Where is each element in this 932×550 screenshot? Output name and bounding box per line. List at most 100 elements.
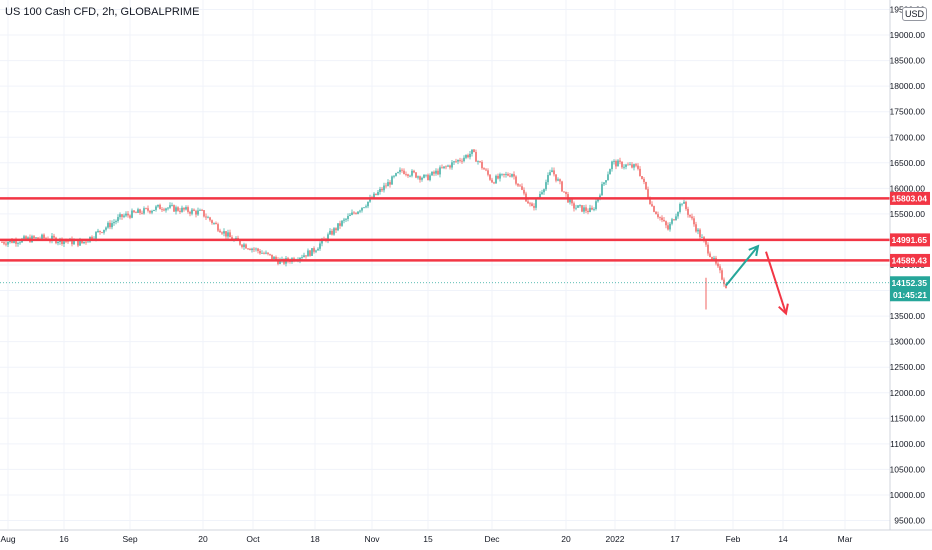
candle-body — [129, 215, 131, 218]
candle-body — [107, 222, 109, 228]
symbol-title[interactable]: US 100 Cash CFD, 2h, GLOBALPRIME — [5, 6, 200, 18]
time-tick-label: Dec — [484, 534, 500, 544]
candle-body — [603, 182, 605, 185]
candle-body — [23, 236, 25, 239]
candle-body — [439, 167, 441, 175]
candle-body — [345, 218, 347, 220]
candle-body — [453, 161, 455, 163]
level-price-tag — [890, 191, 930, 205]
candle-body — [391, 176, 393, 185]
candle-body — [227, 232, 229, 237]
candle-body — [357, 211, 359, 214]
candle-body — [623, 166, 625, 168]
candle-body — [645, 181, 647, 190]
candle-body — [133, 210, 135, 213]
candle-body — [419, 176, 421, 180]
candle-body — [197, 210, 199, 215]
candle-body — [367, 201, 369, 207]
candle-body — [101, 232, 103, 233]
time-tick-label: 20 — [561, 534, 571, 544]
arrow-shaft — [765, 251, 787, 314]
price-tick-label: 11000.00 — [890, 439, 925, 449]
candle-body — [151, 210, 153, 213]
currency-button[interactable]: USD — [902, 7, 928, 21]
candle-body — [195, 210, 197, 215]
candle-body — [17, 243, 19, 244]
candle-body — [163, 209, 165, 211]
candle-body — [33, 236, 35, 238]
candle-body — [421, 177, 423, 180]
candle-body — [243, 244, 245, 247]
time-tick-label: Mar — [838, 534, 853, 544]
candle-body — [155, 206, 157, 210]
candle-body — [445, 166, 447, 168]
candle-body — [621, 161, 623, 168]
candle-body — [443, 166, 445, 169]
candle-body — [369, 197, 371, 202]
candle-body — [193, 209, 195, 211]
time-tick-label: Oct — [246, 534, 260, 544]
grid — [0, 0, 890, 529]
candle-body — [387, 182, 389, 187]
candle-body — [229, 232, 231, 238]
candle-body — [141, 212, 143, 214]
candle-body — [653, 206, 655, 212]
support-resistance-levels — [0, 197, 890, 284]
candle-body — [539, 193, 541, 198]
candle-body — [19, 242, 21, 244]
candle-body — [501, 173, 503, 175]
candle-body — [637, 165, 639, 169]
level-price-tag-text: 14991.65 — [892, 235, 928, 245]
candle-body — [45, 238, 47, 240]
candle-body — [261, 252, 263, 254]
candle-body — [123, 215, 125, 217]
candle-body — [471, 149, 473, 154]
candle-body — [563, 191, 565, 193]
candle-body — [127, 213, 129, 216]
candle-body — [559, 179, 561, 182]
candle-body — [489, 174, 491, 180]
candle-body — [165, 208, 167, 211]
candle-body — [85, 241, 87, 243]
candle-body — [337, 223, 339, 231]
candle-body — [449, 165, 451, 168]
time-tick-label: 20 — [198, 534, 208, 544]
candle-body — [11, 240, 13, 243]
candles — [1, 148, 727, 310]
candle-body — [399, 169, 401, 173]
candle-body — [599, 195, 601, 198]
candle-body — [647, 189, 649, 198]
candle-body — [117, 217, 119, 222]
candle-body — [409, 175, 411, 177]
candle-body — [301, 257, 303, 258]
candle-body — [543, 189, 545, 193]
candle-body — [523, 189, 525, 194]
time-tick-label: Nov — [364, 534, 380, 544]
candle-body — [619, 160, 621, 162]
candle-body — [131, 210, 133, 218]
candle-body — [441, 167, 443, 169]
candle-body — [349, 214, 351, 216]
candle-body — [333, 228, 335, 235]
candle-body — [643, 178, 645, 182]
candle-body — [555, 174, 557, 181]
candle-body — [99, 230, 101, 233]
candle-body — [711, 257, 713, 260]
candle-body — [699, 229, 701, 238]
candle-body — [221, 232, 223, 234]
level-price-tag — [890, 233, 930, 247]
candle-body — [649, 197, 651, 205]
candle-body — [573, 203, 575, 209]
candle-body — [547, 175, 549, 183]
candle-body — [551, 170, 553, 173]
candle-body — [105, 227, 107, 230]
candle-body — [663, 219, 665, 222]
time-axis[interactable]: Aug 16 Sep 20 Oct 18 Nov 15 Dec 20 2022 17 Feb 14 Mar — [0, 529, 932, 544]
candle-body — [161, 209, 163, 211]
drawing-arrows — [725, 244, 789, 316]
candle-body — [199, 209, 201, 211]
candle-body — [277, 259, 279, 264]
candle-body — [393, 175, 395, 177]
